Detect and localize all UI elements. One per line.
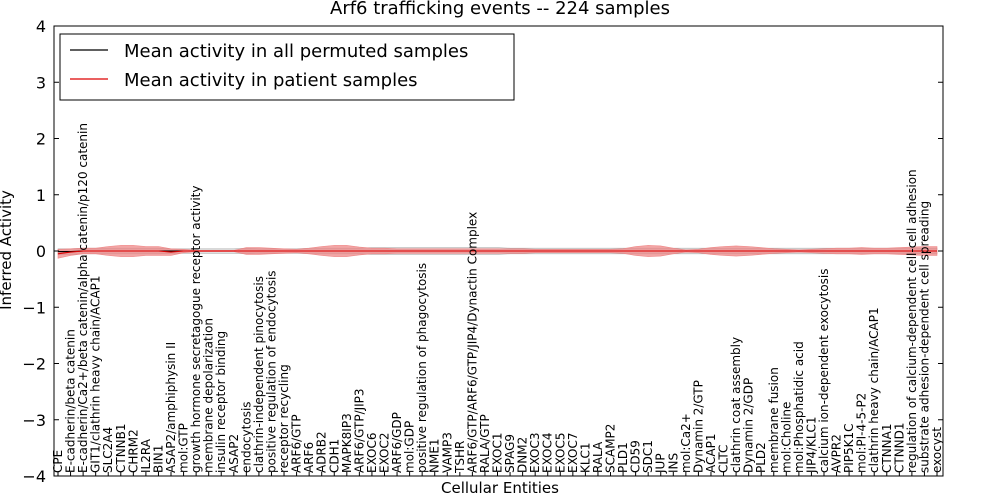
x-tick-label: EXOC1 bbox=[491, 433, 505, 474]
x-tick-label: JIP4/KLC1 bbox=[804, 416, 818, 474]
x-tick-label: ADRB2 bbox=[315, 431, 329, 473]
x-tick-label: CDH1 bbox=[327, 439, 341, 473]
x-tick-label: mol:Choline bbox=[779, 402, 793, 473]
x-tick-label: CTNNA1 bbox=[880, 423, 894, 473]
x-tick-label: BIN1 bbox=[152, 445, 166, 473]
plot-area bbox=[53, 25, 944, 477]
x-tick-label: exocyst bbox=[930, 427, 944, 473]
x-tick-label: ASAP2/amphiphysin II bbox=[164, 342, 178, 473]
x-tick-label: VAMP3 bbox=[440, 432, 454, 473]
y-tick-label: 2 bbox=[36, 130, 46, 149]
x-tick-label: clathrin heavy chain/ACAP1 bbox=[867, 307, 881, 473]
x-tick-label: E-cadherin/Ca2+/beta catenin/alpha caten… bbox=[76, 123, 90, 473]
x-tick-label: TSHR bbox=[453, 441, 467, 474]
x-tick-label: Dynamin 2/GTP bbox=[691, 380, 705, 473]
x-tick-label: CD59 bbox=[629, 440, 643, 473]
x-tick-label: CPE bbox=[51, 450, 65, 473]
x-tick-label: RALA/GTP bbox=[478, 414, 492, 473]
x-tick-label: growth hormone secretagogue receptor act… bbox=[189, 186, 203, 473]
x-tick-label: receptor recycling bbox=[277, 364, 291, 473]
x-tick-label: Dynamin 2/GDP bbox=[742, 378, 756, 473]
x-tick-label: mol:GDP bbox=[403, 421, 417, 473]
x-tick-label: E-cadherin/beta catenin bbox=[64, 329, 78, 473]
y-tick-label: 4 bbox=[36, 17, 46, 36]
x-tick-label: substrate adhesion-dependent cell spread… bbox=[917, 201, 931, 473]
legend-label-patient: Mean activity in patient samples bbox=[124, 70, 418, 91]
x-tick-label: membrane fusion bbox=[767, 367, 781, 473]
x-tick-label: CTNND1 bbox=[892, 422, 906, 473]
y-tick-label: −4 bbox=[22, 467, 46, 486]
x-tick-label: positive regulation of endocytosis bbox=[265, 270, 279, 473]
x-tick-label: AVPR2 bbox=[830, 434, 844, 473]
x-tick-label: EXOC4 bbox=[541, 433, 555, 474]
x-tick-label: RALA bbox=[591, 441, 605, 473]
x-tick-label: ARF6/GDP bbox=[390, 412, 404, 473]
chart-title: Arf6 trafficking events -- 224 samples bbox=[330, 0, 670, 19]
x-tick-label: clathrin coat assembly bbox=[729, 337, 743, 473]
x-tick-label: NME1 bbox=[428, 438, 442, 473]
x-tick-label: ARF6/GTP/ARF6/GTP/JIP4/Dynactin Complex bbox=[465, 212, 479, 473]
legend: Mean activity in all permuted samples Me… bbox=[59, 33, 515, 101]
x-tick-label: regulation of calcium-dependent cell-cel… bbox=[905, 169, 919, 473]
x-tick-label: insulin receptor binding bbox=[214, 331, 228, 473]
x-tick-label: JUP bbox=[654, 453, 668, 474]
x-tick-label: ACAP1 bbox=[704, 434, 718, 473]
series-line-patient bbox=[57, 250, 937, 255]
x-tick-label: SPAG9 bbox=[503, 434, 517, 473]
x-tick-label: EXOC2 bbox=[378, 433, 392, 474]
x-tick-label: SLC2A4 bbox=[101, 427, 115, 473]
legend-label-permuted: Mean activity in all permuted samples bbox=[124, 41, 468, 62]
x-tick-label: GIT1/clathrin heavy chain/ACAP1 bbox=[89, 276, 103, 473]
x-tick-label: IL2RA bbox=[139, 438, 153, 473]
x-tick-label: ASAP2 bbox=[227, 434, 241, 473]
x-tick-label: ARF6/GTP/JIP3 bbox=[352, 388, 366, 473]
x-tick-label: SCAMP2 bbox=[604, 424, 618, 473]
x-tick-label: calcium ion-dependent exocytosis bbox=[817, 269, 831, 474]
x-tick-label: PLD1 bbox=[616, 442, 630, 473]
x-tick-label: positive regulation of phagocytosis bbox=[415, 263, 429, 473]
x-tick-label: endocytosis bbox=[239, 401, 253, 473]
x-tick-label: mol:PI-4-5-P2 bbox=[855, 393, 869, 473]
y-tick-label: −1 bbox=[22, 298, 46, 317]
x-tick-label: CHRM2 bbox=[126, 429, 140, 473]
y-tick-label: 3 bbox=[36, 73, 46, 92]
x-tick-label: MAPK8IP3 bbox=[340, 413, 354, 473]
x-tick-label: ARF6 bbox=[302, 442, 316, 473]
x-tick-label: clathrin-independent pinocytosis bbox=[252, 276, 266, 473]
x-axis-label: Cellular Entities bbox=[441, 479, 559, 497]
x-tick-label: membrane depolarization bbox=[202, 318, 216, 473]
y-tick-label: 1 bbox=[36, 186, 46, 205]
x-tick-label: DNM2 bbox=[516, 437, 530, 473]
y-tick-label: −3 bbox=[22, 411, 46, 430]
y-axis-label: Inferred Activity bbox=[0, 190, 15, 310]
x-tick-label: SDC1 bbox=[641, 440, 655, 473]
y-tick-label: 0 bbox=[36, 242, 46, 261]
x-tick-label: ARF6/GTP bbox=[290, 414, 304, 473]
x-tick-label: CTNNB1 bbox=[114, 423, 128, 473]
x-tick-label: EXOC5 bbox=[553, 433, 567, 474]
x-tick-label: mol:Ca2+ bbox=[679, 413, 693, 473]
x-tick-label: KLC1 bbox=[578, 442, 592, 473]
y-axis: −4 −3 −2 −1 0 1 2 3 4 bbox=[22, 17, 943, 486]
x-tick-label: EXOC6 bbox=[365, 433, 379, 474]
series-band-patient bbox=[57, 245, 938, 259]
x-tick-label: INS bbox=[666, 453, 680, 473]
y-tick-label: −2 bbox=[22, 355, 46, 374]
x-tick-label: PIP5K1C bbox=[842, 423, 856, 473]
x-tick-label: mol:Phosphatidic acid bbox=[792, 341, 806, 473]
x-tick-label: mol:GTP bbox=[177, 423, 191, 473]
x-tick-label: CLTC bbox=[717, 445, 731, 473]
legend-box bbox=[59, 33, 515, 101]
x-tick-label: EXOC3 bbox=[528, 433, 542, 474]
x-tick-label: PLD2 bbox=[754, 442, 768, 473]
x-tick-label: EXOC7 bbox=[566, 433, 580, 474]
